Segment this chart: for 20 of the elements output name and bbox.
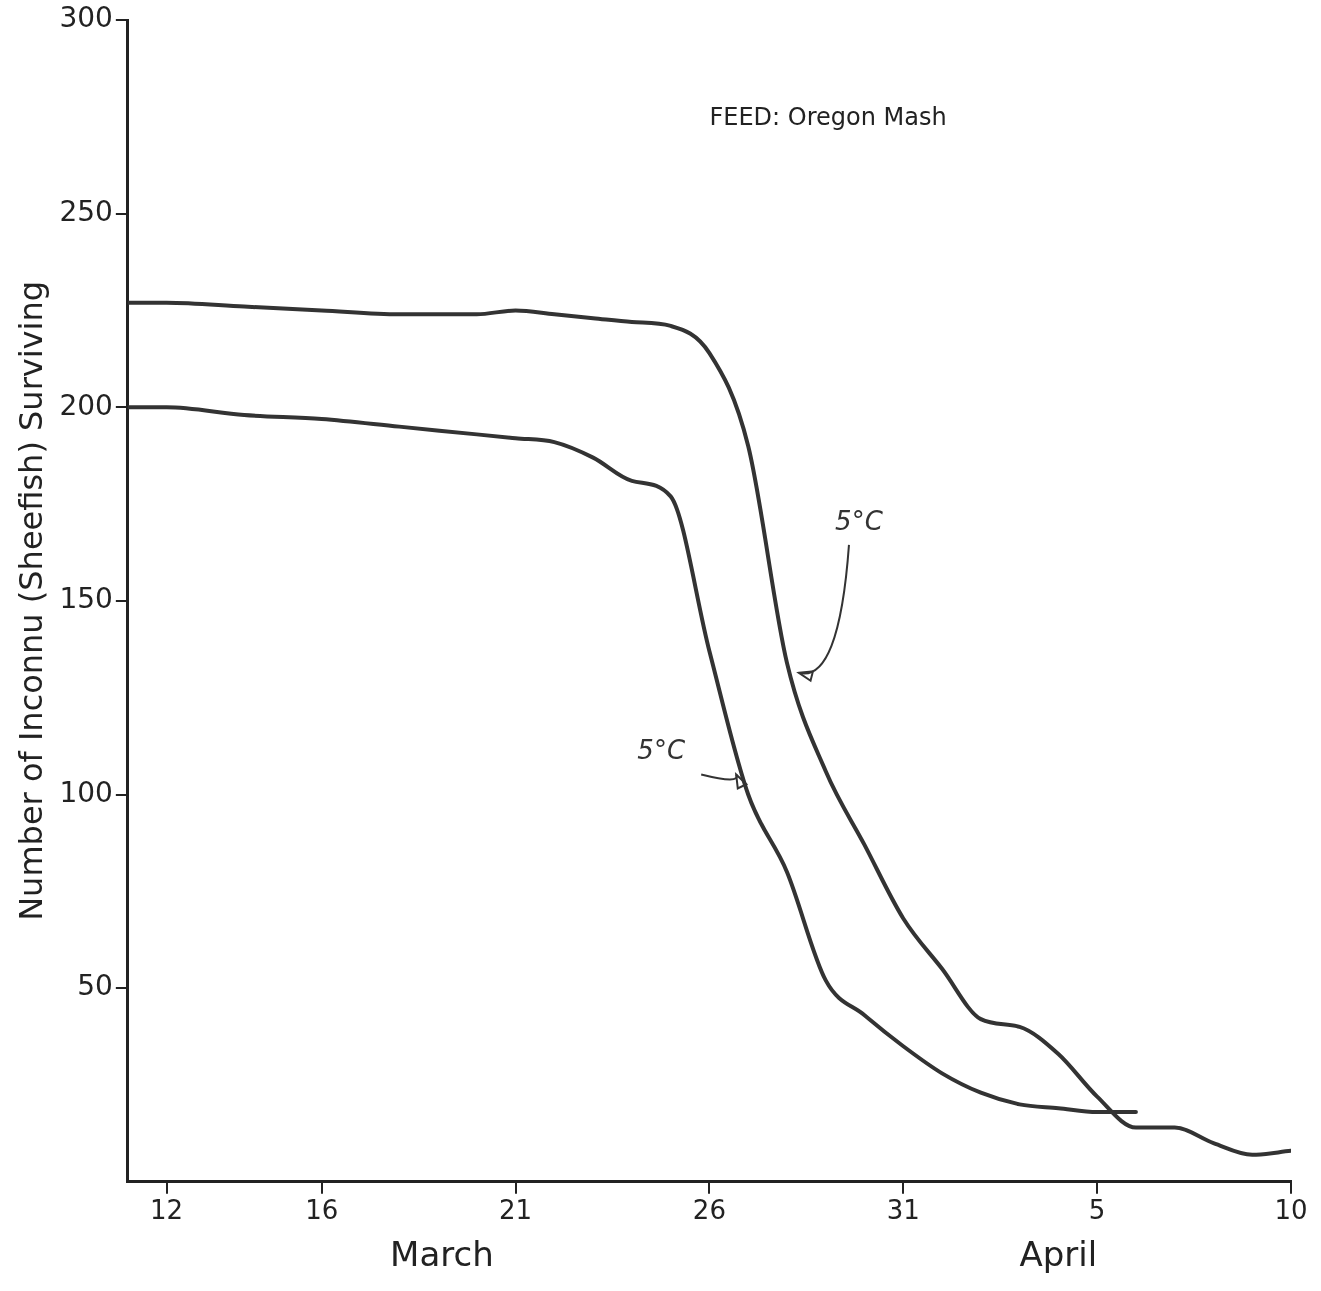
x-tick-label: 10 — [1274, 1195, 1308, 1226]
text: April — [1019, 1233, 1098, 1274]
y-tick-label: 100 — [59, 775, 113, 809]
series-label: 5°C — [637, 735, 686, 766]
x-tick-label: 5 — [1088, 1195, 1106, 1226]
annotation: FEED: Oregon Mash — [709, 103, 947, 131]
x-tick-label: 26 — [692, 1195, 726, 1226]
y-axis-title: Number of Inconnu (Sheefish) Surviving — [11, 280, 50, 921]
y-tick-label: 250 — [59, 194, 113, 228]
text: 5°C — [835, 505, 884, 536]
x-tick-label: 16 — [305, 1195, 339, 1226]
y-tick-label: 200 — [59, 388, 113, 422]
y-tick-label: 50 — [77, 969, 113, 1003]
y-tick-label: 300 — [59, 1, 113, 35]
x-tick-label: 31 — [886, 1195, 920, 1226]
line-series — [127, 300, 1291, 1157]
text: March — [390, 1233, 494, 1274]
y-tick-label: 150 — [59, 582, 113, 616]
x-tick-label: 12 — [150, 1195, 184, 1226]
x-tick-label: 21 — [499, 1195, 533, 1226]
